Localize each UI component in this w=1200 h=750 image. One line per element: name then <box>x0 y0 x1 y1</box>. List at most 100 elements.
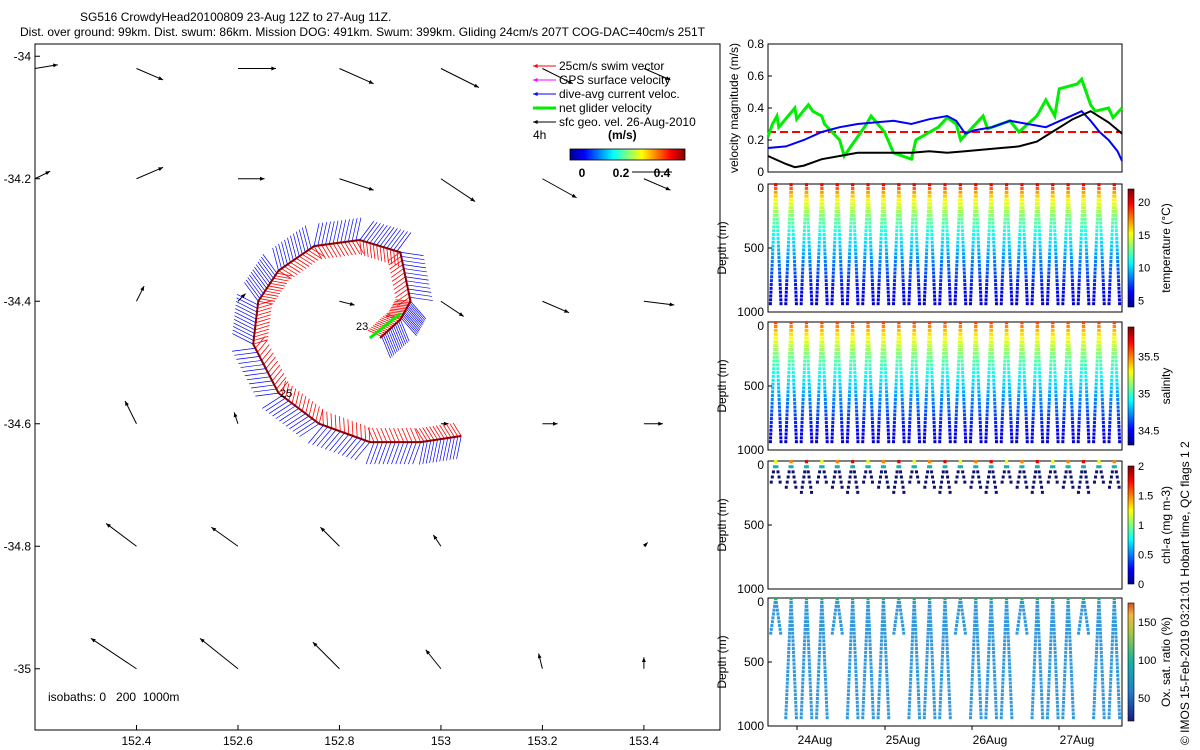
profile-point <box>953 432 957 436</box>
profile-point <box>774 332 778 336</box>
profile-point <box>898 336 902 340</box>
profile-point <box>832 263 836 267</box>
profile-point <box>1102 440 1106 444</box>
profile-point <box>817 240 821 244</box>
profile-point <box>877 286 881 290</box>
profile-point <box>1063 397 1067 401</box>
profile-point <box>977 259 981 263</box>
profile-point <box>803 348 807 352</box>
profile-point <box>790 348 794 352</box>
profile-point <box>1006 344 1010 348</box>
profile-point <box>987 229 991 233</box>
profile-point <box>1008 394 1012 398</box>
profile-point <box>1118 302 1122 306</box>
profile-point <box>893 485 897 489</box>
profile-point <box>1092 290 1096 294</box>
profile-point <box>791 355 795 359</box>
sfc-velocity-arrow-head <box>368 186 374 191</box>
profile-point <box>1063 401 1067 405</box>
profile-point <box>1107 708 1111 712</box>
profile-point <box>974 336 978 340</box>
profile-point <box>1097 332 1101 336</box>
profile-point <box>900 252 904 256</box>
profile-point <box>993 263 997 267</box>
profile-point <box>993 693 997 697</box>
profile-point <box>1047 405 1051 409</box>
profile-point <box>865 351 869 355</box>
profile-point <box>1109 677 1113 681</box>
profile-point <box>987 240 991 244</box>
profile-point <box>794 298 798 302</box>
profile-point <box>852 620 856 624</box>
profile-point <box>1038 390 1042 394</box>
profile-point <box>1055 685 1059 689</box>
profile-point <box>1071 428 1075 432</box>
profile-point <box>833 367 837 371</box>
profile-point <box>769 286 773 290</box>
profile-point <box>893 624 897 628</box>
profile-point <box>793 685 797 689</box>
profile-point <box>932 428 936 432</box>
profile-point <box>1117 279 1121 283</box>
profile-point <box>787 639 791 643</box>
profile-point <box>963 275 967 279</box>
profile-point <box>900 256 904 260</box>
profile-point <box>1071 420 1075 424</box>
profile-point <box>994 716 998 720</box>
profile-point <box>945 367 949 371</box>
profile-point <box>832 620 836 624</box>
profile-point <box>816 401 820 405</box>
profile-point <box>916 271 920 275</box>
profile-point <box>1049 635 1053 639</box>
profile-point <box>1100 390 1104 394</box>
profile-point <box>914 217 918 221</box>
profile-point <box>969 298 973 302</box>
profile-point <box>939 689 943 693</box>
profile-point <box>994 298 998 302</box>
profile-point <box>792 475 796 479</box>
profile-point <box>1034 348 1038 352</box>
profile-point <box>992 670 996 674</box>
profile-point <box>923 420 927 424</box>
profile-point <box>1084 244 1088 248</box>
profile-point <box>867 616 871 620</box>
profile-point <box>910 363 914 367</box>
profile-point <box>973 344 977 348</box>
dac-vector <box>236 297 258 309</box>
profile-point <box>883 359 887 363</box>
profile-point <box>1055 282 1059 286</box>
profile-point <box>1039 397 1043 401</box>
profile-point <box>913 340 917 344</box>
profile-point <box>941 363 945 367</box>
swim-vector <box>305 398 310 414</box>
profile-point <box>940 397 944 401</box>
profile-point <box>1022 229 1026 233</box>
profile-point <box>1094 244 1098 248</box>
swim-vector <box>273 277 289 282</box>
profile-point <box>946 244 950 248</box>
profile-point <box>1107 436 1111 440</box>
profile-point <box>867 627 871 631</box>
profile-point <box>972 221 976 225</box>
profile-point <box>837 470 841 474</box>
profile-point <box>908 282 912 286</box>
map-xtick-label: 152.8 <box>324 734 354 748</box>
profile-point <box>833 470 837 474</box>
profile-point <box>820 190 824 194</box>
profile-point <box>913 198 917 202</box>
dac-vector <box>355 217 362 241</box>
profile-point <box>801 677 805 681</box>
profile-point <box>802 244 806 248</box>
profile-point <box>862 405 866 409</box>
profile-point <box>1101 401 1105 405</box>
profile-point <box>993 681 997 685</box>
dac-vector <box>316 428 333 447</box>
profile-point <box>1002 654 1006 658</box>
profile-point <box>938 704 942 708</box>
profile-point <box>1113 324 1117 328</box>
profile-point <box>1096 465 1100 469</box>
profile-point <box>941 643 945 647</box>
profile-point <box>1063 244 1067 248</box>
dac-vector <box>275 245 282 269</box>
profile-point <box>1109 256 1113 260</box>
